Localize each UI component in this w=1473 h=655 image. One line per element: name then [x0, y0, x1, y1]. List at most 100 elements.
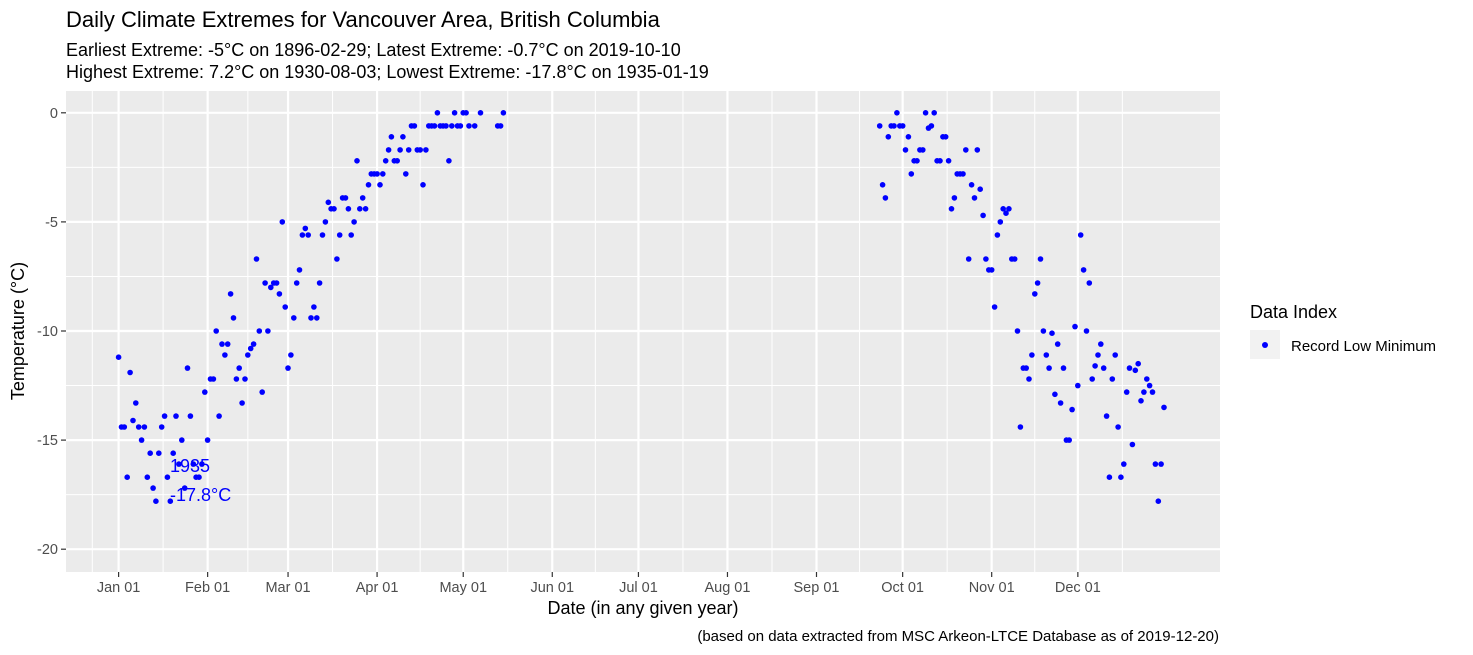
- data-point: [400, 134, 406, 140]
- x-tick-label: Aug 01: [704, 580, 750, 596]
- data-point: [899, 123, 906, 129]
- grid: [66, 91, 1220, 572]
- data-point: [500, 110, 507, 116]
- data-point: [937, 158, 943, 164]
- data-point: [1043, 352, 1050, 358]
- data-point: [348, 232, 355, 238]
- data-point: [879, 182, 886, 188]
- data-point: [994, 232, 1001, 238]
- data-point: [1086, 280, 1093, 286]
- data-point: [1138, 398, 1144, 404]
- x-tick-label: May 01: [439, 580, 487, 596]
- x-tick-label: Nov 01: [969, 580, 1015, 596]
- data-point: [965, 256, 972, 262]
- data-point: [279, 219, 286, 225]
- data-point: [216, 413, 222, 419]
- data-point: [876, 123, 883, 129]
- data-point: [1054, 341, 1061, 347]
- data-point: [187, 413, 194, 419]
- x-tick-label: Mar 01: [265, 580, 310, 596]
- data-point: [1023, 365, 1029, 371]
- data-point: [1083, 328, 1090, 334]
- data-point: [179, 437, 185, 443]
- data-point: [138, 437, 145, 443]
- x-tick-label: Jun 01: [530, 580, 574, 596]
- data-point: [1017, 424, 1024, 430]
- data-point: [156, 450, 162, 457]
- data-point: [960, 171, 966, 177]
- x-tick-label: Jan 01: [97, 580, 141, 596]
- data-point: [1112, 352, 1118, 358]
- x-axis: Jan 01 Feb 01 Mar 01 Apr 01 May 01 Jun 01 Jul …: [97, 572, 1101, 596]
- data-point: [161, 413, 168, 419]
- data-point: [1141, 389, 1147, 395]
- data-point: [920, 147, 926, 153]
- data-point: [411, 123, 418, 129]
- data-point: [1057, 400, 1064, 406]
- data-point: [497, 123, 504, 129]
- data-point: [922, 110, 929, 116]
- data-point: [1129, 441, 1136, 448]
- data-point: [357, 206, 363, 212]
- data-point: [931, 110, 937, 116]
- data-point: [265, 328, 271, 334]
- data-point: [115, 354, 122, 361]
- annotation-value: -17.8°C: [170, 485, 231, 505]
- data-point: [945, 158, 952, 164]
- y-axis-label: Temperature (°C): [8, 262, 28, 400]
- data-point: [299, 232, 306, 238]
- data-point: [236, 365, 242, 371]
- data-point: [1118, 474, 1124, 481]
- data-point: [359, 195, 366, 201]
- data-point: [1161, 404, 1167, 411]
- data-point: [1052, 391, 1058, 398]
- data-point: [1075, 382, 1081, 389]
- y-tick-label: 0: [50, 106, 58, 122]
- data-points: [115, 110, 1167, 505]
- data-point: [362, 206, 369, 212]
- data-point: [405, 147, 412, 153]
- data-point: [885, 134, 892, 140]
- data-point: [170, 450, 176, 457]
- data-point: [296, 267, 303, 273]
- data-point: [1115, 424, 1121, 430]
- data-point: [282, 304, 289, 310]
- data-point: [227, 291, 234, 297]
- data-point: [222, 352, 228, 358]
- data-point: [259, 389, 266, 395]
- x-tick-label: Sep 01: [794, 580, 840, 596]
- data-point: [1029, 352, 1035, 358]
- data-point: [164, 474, 171, 481]
- data-point: [951, 195, 958, 201]
- data-point: [388, 134, 395, 140]
- data-point: [1080, 267, 1087, 273]
- data-point: [1109, 376, 1116, 382]
- data-point: [1034, 280, 1041, 286]
- data-point: [894, 110, 900, 116]
- data-point: [385, 147, 392, 153]
- data-point: [144, 474, 151, 481]
- data-point: [380, 171, 386, 177]
- legend: Data Index Record Low Minimum: [1250, 302, 1436, 359]
- data-point: [305, 232, 312, 238]
- data-point: [124, 474, 130, 481]
- data-point: [262, 280, 268, 286]
- data-point: [121, 424, 128, 430]
- x-tick-label: Jul 01: [619, 580, 658, 596]
- data-point: [1037, 256, 1044, 262]
- data-point: [302, 225, 309, 232]
- data-point: [176, 461, 182, 467]
- data-point: [130, 417, 136, 424]
- data-point: [1006, 206, 1012, 212]
- data-point: [1014, 328, 1021, 334]
- data-point: [224, 341, 231, 347]
- data-point: [1040, 328, 1047, 334]
- data-point: [1003, 210, 1009, 216]
- x-tick-label: Apr 01: [356, 580, 399, 596]
- chart-subtitle-line-1: Earliest Extreme: -5°C on 1896-02-29; La…: [66, 40, 681, 60]
- legend-title: Data Index: [1250, 302, 1337, 322]
- data-point: [127, 369, 133, 376]
- data-point: [245, 352, 251, 358]
- legend-entry-label: Record Low Minimum: [1291, 338, 1436, 355]
- y-tick-label: -15: [37, 433, 58, 449]
